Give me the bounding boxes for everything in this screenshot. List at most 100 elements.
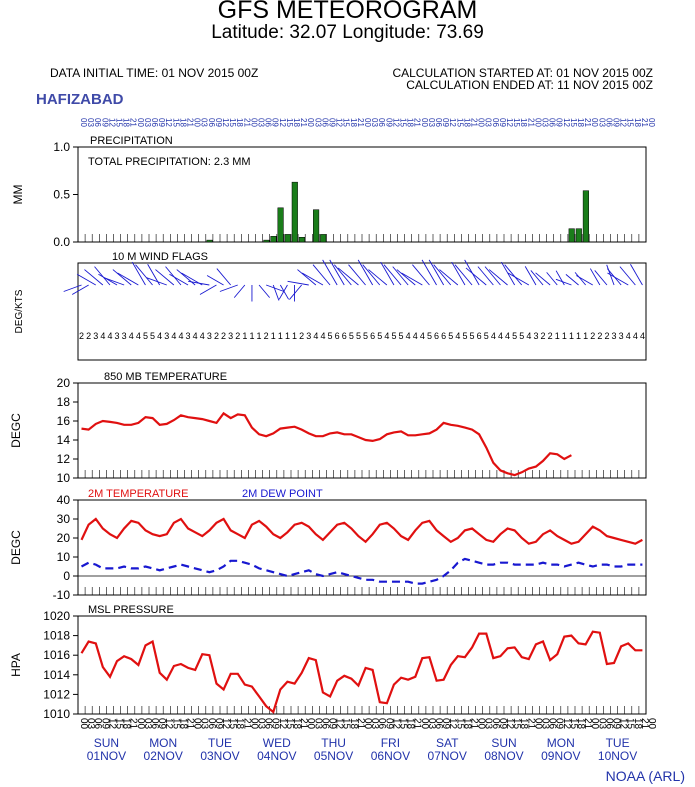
wind-flag (396, 269, 416, 286)
wind-speed-label: 1 (583, 331, 588, 341)
wind-speed-label: 3 (207, 331, 212, 341)
bottom-hour-label: 06 (206, 718, 217, 730)
bottom-hour-label: 09 (497, 718, 508, 730)
wind-speed-label: 5 (448, 331, 453, 341)
day-name-label: SAT (436, 736, 459, 750)
day-name-label: SUN (94, 736, 119, 750)
top-hour-label: 03 (200, 118, 209, 127)
top-hour-label: 03 (257, 118, 266, 127)
wind-speed-label: 3 (93, 331, 98, 341)
y-tick-label: 16 (57, 414, 71, 428)
bottom-hour-label: 00 (248, 718, 259, 730)
bottom-hour-label: 21 (639, 718, 650, 730)
top-hour-label: 06 (93, 118, 102, 127)
wind-speed-label: 2 (221, 331, 226, 341)
precip-bar (313, 209, 320, 243)
top-hour-label: 18 (292, 118, 301, 127)
bottom-hour-label: 15 (625, 718, 636, 730)
wind-speed-label: 1 (576, 331, 581, 341)
wind-speed-label: 3 (306, 331, 311, 341)
top-hour-label: 09 (612, 118, 621, 127)
wind-speed-label: 4 (455, 331, 460, 341)
day-date-label: 01NOV (87, 749, 126, 763)
top-hour-label: 09 (441, 118, 450, 127)
y-tick-label: 20 (57, 376, 71, 390)
time-ticks-4 (84, 706, 640, 714)
bottom-hour-label: 00 (646, 718, 657, 730)
wind-flag (233, 284, 246, 298)
top-hour-label: 12 (562, 118, 571, 127)
y-tick-label: 0.0 (53, 235, 70, 249)
day-date-label: 03NOV (200, 749, 239, 763)
wind-flag (297, 269, 317, 286)
top-hour-label: 03 (86, 118, 95, 127)
precip-bar (284, 234, 291, 243)
top-hour-label: 06 (320, 118, 329, 127)
panel-frame-4 (77, 615, 647, 715)
bottom-hour-label: 09 (156, 718, 167, 730)
top-hour-label: 15 (455, 118, 464, 127)
bottom-hour-label: 18 (121, 718, 132, 730)
chart-title: GFS METEOROGRAM (217, 0, 478, 24)
bottom-hour-label: 03 (369, 718, 380, 730)
day-name-label: MON (149, 736, 177, 750)
precip-total-annotation: TOTAL PRECIPITATION: 2.3 MM (88, 156, 251, 168)
wind-flag (272, 284, 280, 301)
bottom-hour-label: 18 (348, 718, 359, 730)
wind-speed-label: 1 (562, 331, 567, 341)
top-hour-label: 03 (541, 118, 550, 127)
wind-speed-label: 4 (640, 331, 645, 341)
precip-title: PRECIPITATION (90, 135, 173, 147)
wind-flag (76, 273, 96, 286)
y-tick-label: 1.0 (53, 140, 70, 154)
top-hour-label: 15 (228, 118, 237, 127)
bottom-hour-label: 06 (603, 718, 614, 730)
top-hour-label: 00 (193, 118, 202, 127)
precip-bar (298, 237, 305, 243)
wind-speed-label: 4 (498, 331, 503, 341)
wind-speed-label: 3 (115, 331, 120, 341)
wind-flag (501, 261, 516, 286)
temp850-line (81, 411, 572, 477)
wind-speed-label: 5 (377, 331, 382, 341)
top-hour-label: 12 (391, 118, 400, 127)
bottom-hour-label: 15 (454, 718, 465, 730)
bottom-hour-label: 12 (504, 718, 515, 730)
wind-flag (289, 284, 302, 300)
y-tick-label: 14 (57, 433, 71, 447)
top-hour-label: 15 (171, 118, 180, 127)
bottom-hour-label: 21 (525, 718, 536, 730)
bottom-hour-label: 03 (540, 718, 551, 730)
wind-speed-label: 5 (427, 331, 432, 341)
wind-flag (530, 270, 544, 286)
top-hour-label: 18 (519, 118, 528, 127)
credit-label: NOAA (ARL) (605, 768, 685, 784)
top-hour-label: 00 (420, 118, 429, 127)
bottom-hour-label: 15 (398, 718, 409, 730)
bottom-hour-label: 03 (483, 718, 494, 730)
dewpoint-line (80, 557, 643, 585)
wind-flag (433, 264, 452, 286)
station-name: HAFIZABAD (36, 91, 124, 108)
bottom-hour-label: 21 (185, 718, 196, 730)
top-hour-label: 21 (413, 118, 422, 127)
bottom-hour-label: 06 (547, 718, 558, 730)
bottom-hour-label: 09 (270, 718, 281, 730)
top-hour-label: 18 (235, 118, 244, 127)
wind-speed-label: 5 (150, 331, 155, 341)
top-hour-label: 09 (214, 118, 223, 127)
wind-speed-label: 5 (470, 331, 475, 341)
wind-flag (333, 264, 352, 286)
top-hour-label: 00 (249, 118, 258, 127)
wind-flag (565, 274, 579, 286)
y-tick-label: 30 (57, 512, 71, 526)
wind-speed-label: 3 (533, 331, 538, 341)
precip-bar (277, 207, 284, 243)
wind-flag (454, 264, 473, 286)
top-hour-label: 09 (498, 118, 507, 127)
day-date-label: 06NOV (371, 749, 410, 763)
wind-flag (362, 264, 381, 286)
wind-flag (131, 261, 146, 286)
bottom-hour-label: 15 (341, 718, 352, 730)
